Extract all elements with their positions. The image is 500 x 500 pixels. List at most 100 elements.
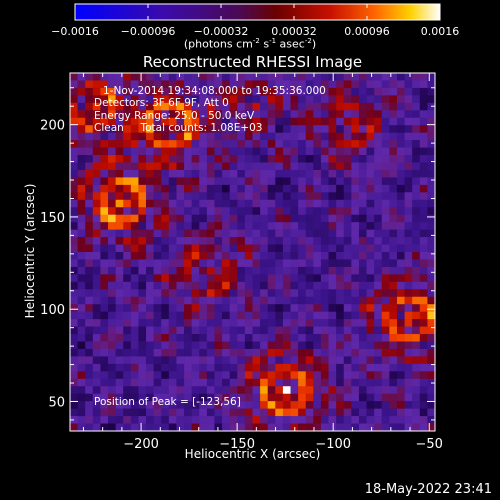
heatmap-cell	[366, 341, 375, 350]
heatmap-cell	[290, 281, 299, 290]
heatmap-cell	[275, 266, 284, 275]
heatmap-cell	[153, 229, 162, 238]
heatmap-cell	[267, 80, 276, 89]
heatmap-cell	[298, 117, 307, 126]
heatmap-cell	[153, 117, 162, 126]
heatmap-cell	[244, 222, 253, 230]
heatmap-cell	[328, 80, 337, 89]
heatmap-cell	[237, 125, 246, 133]
heatmap-cell	[184, 416, 192, 424]
heatmap-cell	[123, 110, 132, 119]
heatmap-cell	[427, 281, 435, 290]
heatmap-cell	[305, 326, 314, 335]
heatmap-cell	[298, 125, 307, 133]
heatmap-cell	[328, 117, 337, 126]
heatmap-cell	[229, 184, 238, 193]
heatmap-cell	[336, 80, 345, 89]
heatmap-cell	[389, 244, 398, 253]
heatmap-cell	[214, 117, 223, 126]
heatmap-cell	[100, 371, 109, 380]
heatmap-cell	[412, 125, 421, 133]
heatmap-cell	[358, 416, 367, 424]
heatmap-cell	[381, 229, 390, 238]
heatmap-cell	[381, 326, 390, 335]
heatmap-cell	[305, 110, 314, 119]
heatmap-cell	[343, 266, 352, 275]
chart-title: Reconstructed RHESSI Image	[142, 53, 363, 71]
heatmap-cell	[85, 378, 94, 387]
heatmap-cell	[130, 334, 139, 342]
heatmap-cell	[298, 401, 307, 409]
heatmap-cell	[404, 132, 413, 141]
heatmap-cell	[260, 334, 268, 342]
heatmap-cell	[358, 378, 367, 387]
heatmap-cell	[206, 73, 215, 81]
heatmap-cell	[222, 386, 230, 395]
heatmap-cell	[176, 274, 185, 283]
heatmap-cell	[328, 259, 337, 268]
heatmap-cell	[328, 237, 337, 245]
heatmap-cell	[138, 378, 147, 387]
heatmap-cell	[85, 132, 94, 141]
heatmap-cell	[419, 311, 428, 320]
heatmap-cell	[123, 214, 132, 223]
heatmap-cell	[419, 326, 428, 335]
heatmap-cell	[404, 281, 413, 290]
heatmap-cell	[389, 266, 398, 275]
heatmap-cell	[100, 281, 109, 290]
heatmap-cell	[77, 423, 86, 431]
heatmap-cell	[404, 244, 413, 253]
heatmap-cell	[412, 110, 421, 119]
heatmap-cell	[244, 184, 253, 193]
heatmap-cell	[100, 423, 109, 431]
heatmap-cell	[168, 140, 177, 148]
heatmap-cell	[275, 289, 284, 298]
heatmap-cell	[153, 386, 162, 395]
heatmap-cell	[396, 177, 405, 186]
heatmap-cell	[184, 95, 192, 104]
heatmap-cell	[222, 95, 230, 104]
heatmap-cell	[108, 110, 116, 119]
heatmap-cell	[328, 386, 337, 395]
heatmap-cell	[206, 408, 215, 417]
heatmap-cell	[275, 252, 284, 260]
heatmap-cell	[374, 274, 383, 283]
heatmap-cell	[427, 326, 435, 335]
heatmap-cell	[237, 207, 246, 216]
heatmap-cell	[313, 162, 322, 171]
heatmap-cell	[191, 281, 200, 290]
heatmap-cell	[313, 192, 322, 201]
heatmap-cell	[168, 244, 177, 253]
heatmap-cell	[343, 371, 352, 380]
heatmap-cell	[168, 184, 177, 193]
heatmap-cell	[85, 80, 94, 89]
heatmap-cell	[404, 147, 413, 156]
heatmap-cell	[77, 140, 86, 148]
heatmap-cell	[237, 266, 246, 275]
heatmap-cell	[381, 87, 390, 96]
heatmap-cell	[115, 416, 124, 424]
heatmap-cell	[138, 184, 147, 193]
heatmap-cell	[108, 296, 116, 305]
heatmap-cell	[92, 147, 101, 156]
heatmap-cell	[168, 237, 177, 245]
heatmap-cell	[305, 304, 314, 312]
heatmap-cell	[252, 363, 261, 372]
heatmap-cell	[108, 125, 116, 133]
heatmap-cell	[282, 252, 291, 260]
heatmap-cell	[290, 222, 299, 230]
heatmap-cell	[305, 371, 314, 380]
heatmap-cell	[290, 169, 299, 178]
heatmap-cell	[184, 252, 192, 260]
heatmap-cell	[381, 125, 390, 133]
heatmap-cell	[115, 207, 124, 216]
heatmap-cell	[336, 125, 345, 133]
heatmap-cell	[85, 386, 94, 395]
heatmap-cell	[381, 356, 390, 365]
heatmap-cell	[123, 363, 132, 372]
heatmap-cell	[419, 378, 428, 387]
heatmap-cell	[396, 244, 405, 253]
heatmap-cell	[427, 177, 435, 186]
colorbar-tick-label: 0.0016	[421, 25, 460, 38]
heatmap-cell	[77, 244, 86, 253]
